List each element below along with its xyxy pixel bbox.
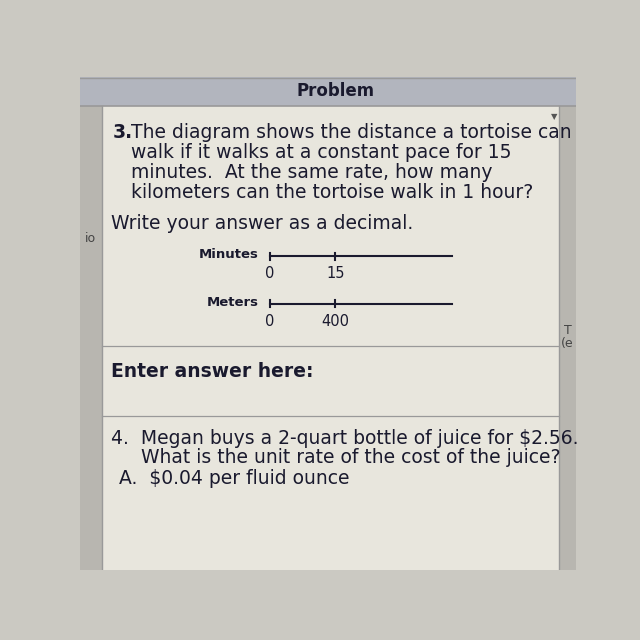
Bar <box>559 106 576 570</box>
Bar <box>80 106 102 570</box>
Text: minutes.  At the same rate, how many: minutes. At the same rate, how many <box>131 163 493 182</box>
Text: Minutes: Minutes <box>198 248 259 261</box>
Text: What is the unit rate of the cost of the juice?: What is the unit rate of the cost of the… <box>111 448 561 467</box>
Text: T: T <box>564 324 572 337</box>
Text: Write your answer as a decimal.: Write your answer as a decimal. <box>111 214 413 233</box>
Text: Enter answer here:: Enter answer here: <box>111 362 314 381</box>
Text: 0: 0 <box>265 266 275 281</box>
Text: 3.: 3. <box>113 123 132 142</box>
Text: ▼: ▼ <box>551 112 557 121</box>
Text: Problem: Problem <box>297 83 375 100</box>
Text: 400: 400 <box>321 314 349 329</box>
Text: The diagram shows the distance a tortoise can: The diagram shows the distance a tortois… <box>131 123 572 142</box>
Text: A.  $0.04 per fluid ounce: A. $0.04 per fluid ounce <box>119 470 349 488</box>
Text: walk if it walks at a constant pace for 15: walk if it walks at a constant pace for … <box>131 143 511 162</box>
Text: Meters: Meters <box>206 296 259 309</box>
Text: io: io <box>85 232 97 245</box>
Text: 15: 15 <box>326 266 345 281</box>
Text: (e: (e <box>561 337 574 351</box>
Text: kilometers can the tortoise walk in 1 hour?: kilometers can the tortoise walk in 1 ho… <box>131 183 533 202</box>
Text: 0: 0 <box>265 314 275 329</box>
Bar <box>80 77 576 106</box>
Text: 4.  Megan buys a 2-quart bottle of juice for $2.56.: 4. Megan buys a 2-quart bottle of juice … <box>111 429 579 449</box>
